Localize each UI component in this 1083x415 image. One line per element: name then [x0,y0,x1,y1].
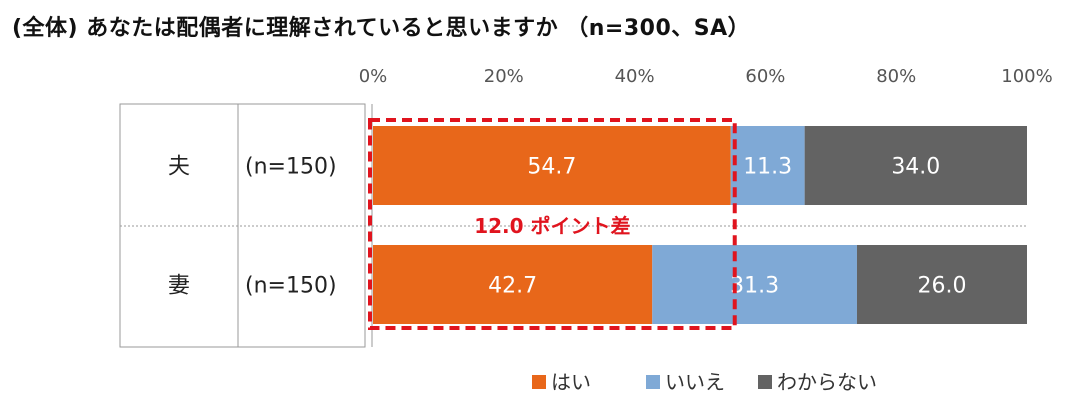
bar-value-label: 34.0 [891,155,940,180]
bar-segment [856,245,1027,324]
legend-swatch [758,375,772,389]
bar-value-label: 31.3 [730,274,779,299]
bar-segment [804,126,1027,205]
bar-value-label: 26.0 [917,274,966,299]
legend-label: はい [551,370,591,394]
bar-value-label: 11.3 [743,155,792,180]
x-tick-label: 80% [876,66,916,87]
legend-swatch [646,375,660,389]
bar-segment [373,245,653,324]
legend-label: わからない [777,370,877,394]
highlight-box [368,118,737,330]
legend-label: いいえ [665,370,725,394]
x-tick-label: 60% [745,66,785,87]
row-sample-size: (n=150) [245,274,337,299]
difference-annotation: 12.0 ポイント差 [474,214,630,238]
x-tick-label: 20% [484,66,524,87]
x-tick-label: 40% [615,66,655,87]
bar-segment [373,126,731,205]
bar-value-label: 42.7 [488,274,537,299]
x-tick-label: 0% [359,66,388,87]
bar-segment [730,126,805,205]
x-tick-label: 100% [1001,66,1052,87]
chart-title: (全体) あなたは配偶者に理解されていると思いますか （n=300、SA） [12,16,751,41]
row-label: 妻 [168,274,190,299]
row-label: 夫 [168,155,190,180]
row-sample-size: (n=150) [245,155,337,180]
bar-segment [652,245,857,324]
legend-swatch [532,375,546,389]
bar-value-label: 54.7 [527,155,576,180]
